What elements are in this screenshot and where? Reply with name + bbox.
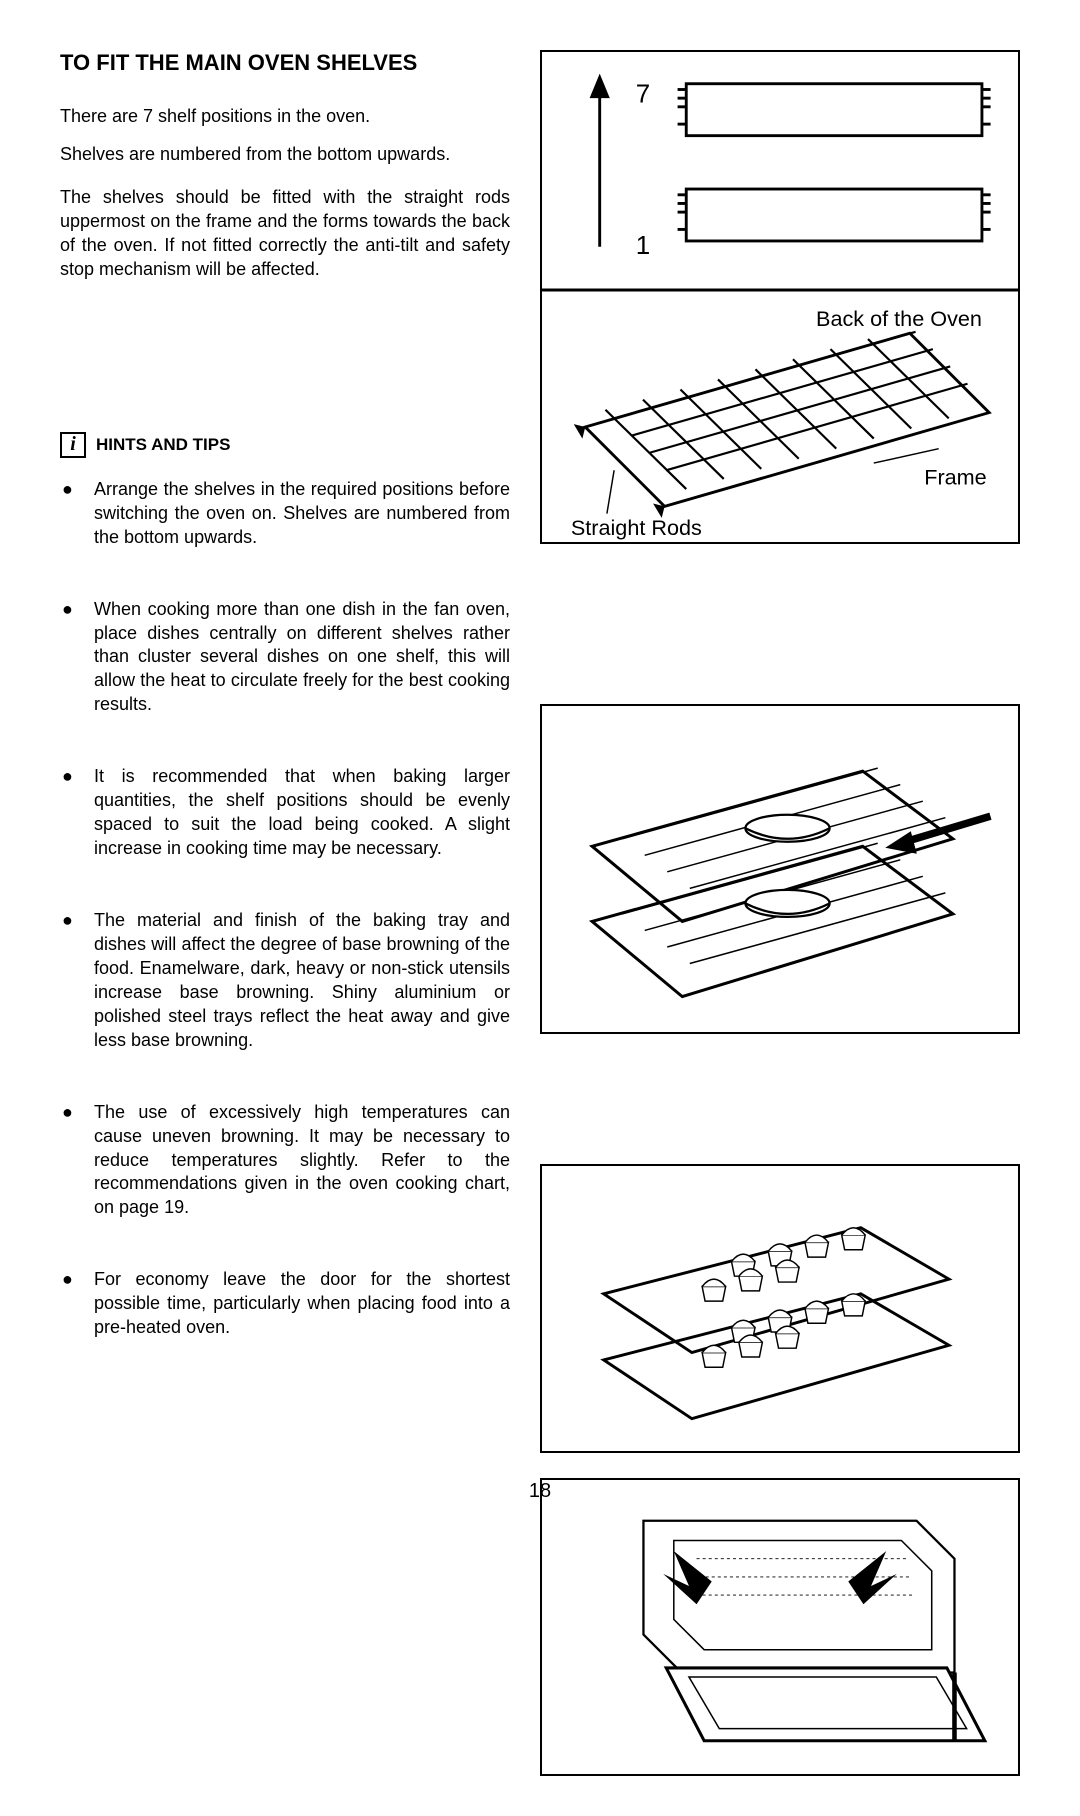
- list-item: The material and finish of the baking tr…: [62, 909, 510, 1053]
- info-icon: i: [60, 432, 86, 458]
- list-item: For economy leave the door for the short…: [62, 1268, 510, 1340]
- intro-p2: Shelves are numbered from the bottom upw…: [60, 142, 510, 166]
- list-item: It is recommended that when baking large…: [62, 765, 510, 861]
- label-back: Back of the Oven: [816, 306, 982, 331]
- intro-p1: There are 7 shelf positions in the oven.: [60, 104, 510, 128]
- label-frame: Frame: [924, 465, 986, 490]
- tips-list: Arrange the shelves in the required posi…: [60, 478, 510, 1340]
- label-1: 1: [636, 230, 650, 260]
- hints-title: HINTS AND TIPS: [96, 435, 230, 455]
- label-7: 7: [636, 78, 650, 108]
- figure-two-shelves-dishes: [540, 704, 1020, 1034]
- list-item: When cooking more than one dish in the f…: [62, 598, 510, 718]
- figure-open-door: [540, 1478, 1020, 1776]
- list-item: Arrange the shelves in the required posi…: [62, 478, 510, 550]
- list-item: The use of excessively high temperatures…: [62, 1101, 510, 1221]
- figure-shelf-numbering: 7 1: [540, 50, 1020, 544]
- label-rods: Straight Rods: [571, 515, 702, 540]
- page-heading: TO FIT THE MAIN OVEN SHELVES: [60, 50, 510, 76]
- page-number: 18: [0, 1480, 1080, 1503]
- figure-cupcakes: [540, 1164, 1020, 1453]
- intro-p3: The shelves should be fitted with the st…: [60, 185, 510, 282]
